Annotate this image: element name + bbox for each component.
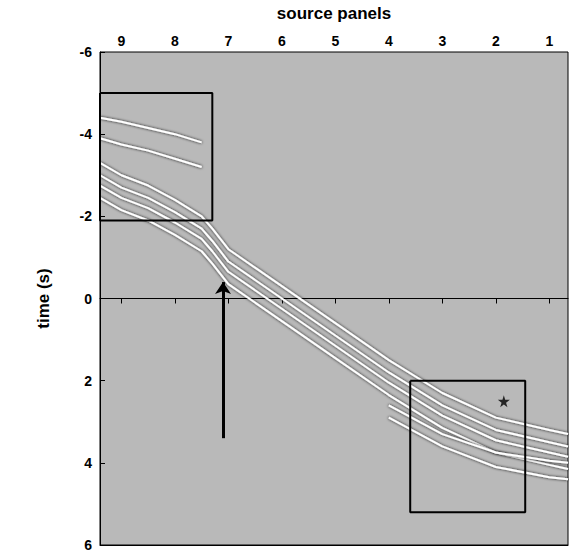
svg-text:4: 4	[84, 455, 92, 471]
svg-text:2: 2	[84, 373, 92, 389]
svg-text:2: 2	[492, 33, 500, 49]
svg-text:7: 7	[224, 33, 232, 49]
svg-text:9: 9	[117, 33, 125, 49]
svg-text:6: 6	[84, 537, 92, 552]
svg-text:-4: -4	[80, 126, 93, 142]
svg-text:source panels: source panels	[277, 4, 391, 23]
svg-text:4: 4	[385, 33, 393, 49]
svg-text:5: 5	[331, 33, 339, 49]
svg-text:6: 6	[278, 33, 286, 49]
svg-text:-6: -6	[80, 44, 93, 60]
svg-text:1: 1	[545, 33, 553, 49]
svg-text:0: 0	[84, 291, 92, 307]
svg-text:8: 8	[171, 33, 179, 49]
svg-text:time (s): time (s)	[34, 268, 53, 328]
svg-text:3: 3	[438, 33, 446, 49]
svg-text:-2: -2	[80, 208, 93, 224]
